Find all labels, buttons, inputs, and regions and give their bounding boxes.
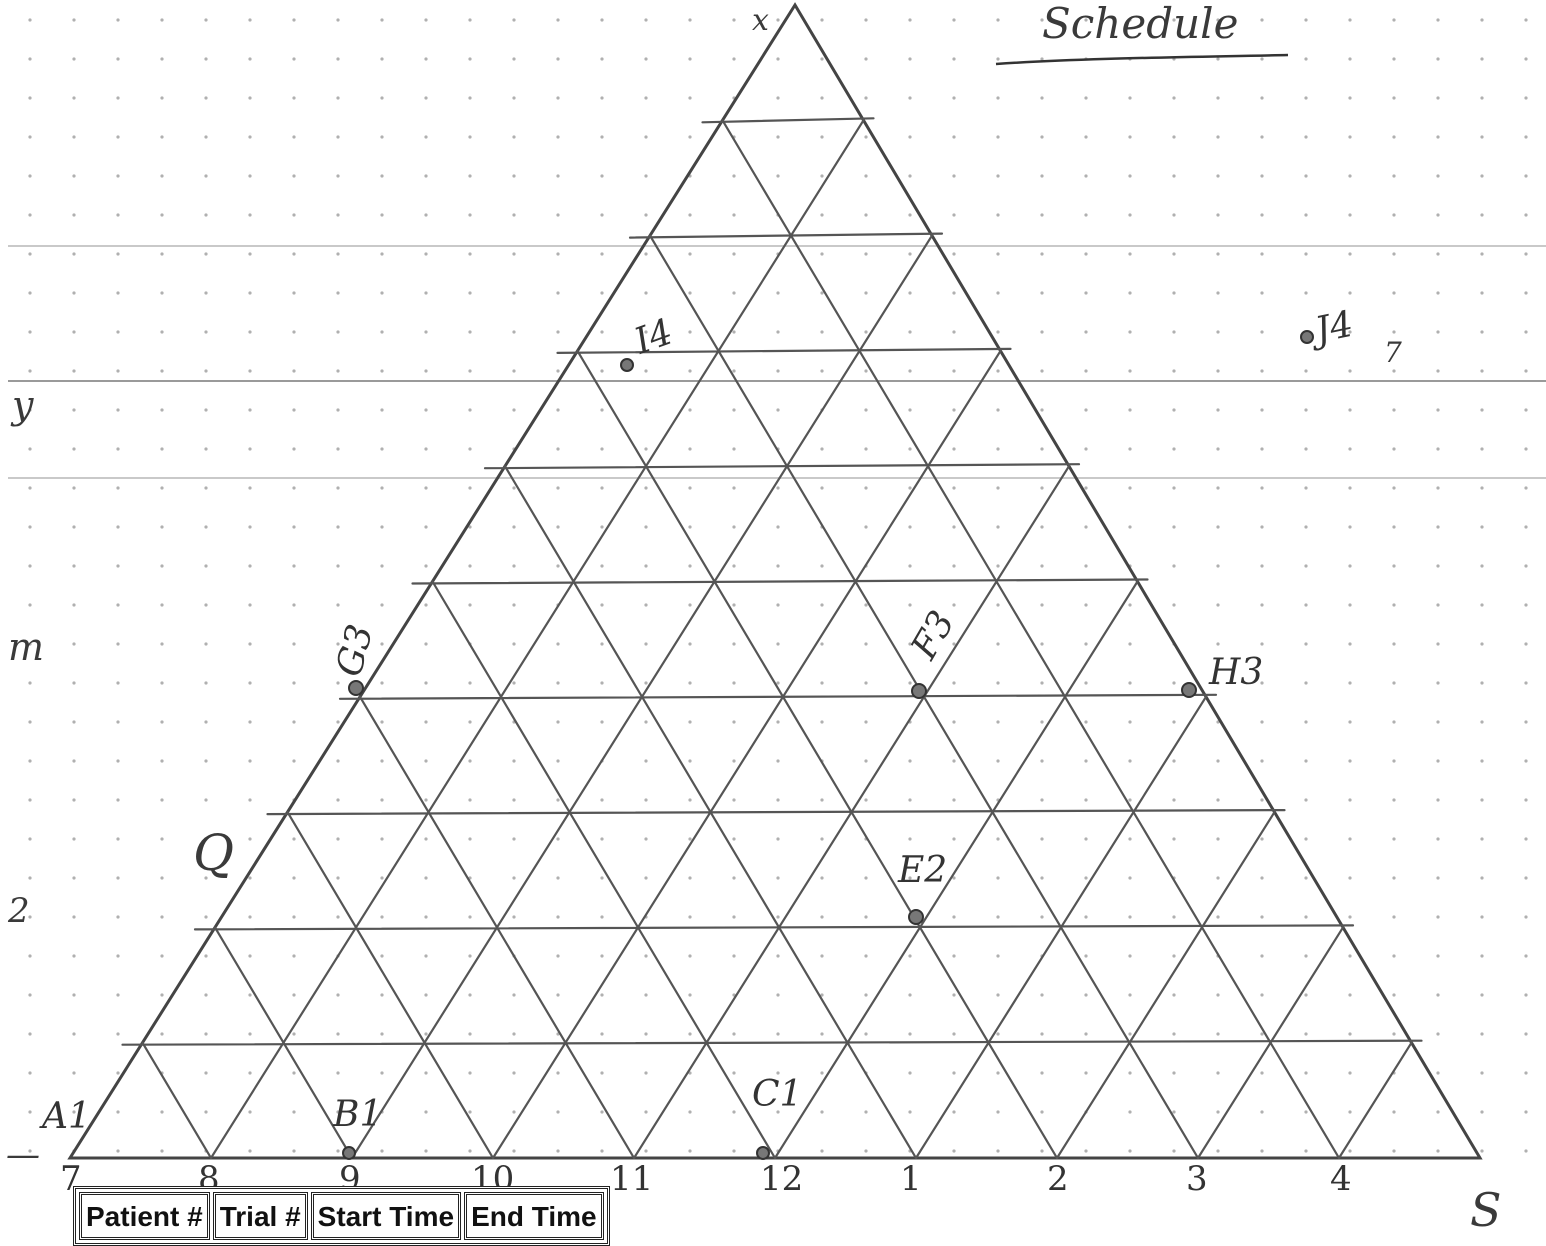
header-patient: Patient # (79, 1192, 210, 1240)
point-f3-dot (911, 683, 927, 699)
margin-mark-y: y (10, 383, 34, 427)
point-label-h3: H3 (1208, 652, 1263, 693)
point-label-i4: I4 (628, 311, 678, 363)
point-label-e2: E2 (897, 850, 947, 891)
point-label-b1: B1 (332, 1094, 382, 1135)
margin-mark-dash: — (6, 1135, 40, 1175)
margin-mark-2: 2 (7, 891, 30, 931)
table-header-row: Patient # Trial # Start Time End Time (79, 1192, 604, 1240)
axis-label: 4 (1330, 1159, 1352, 1199)
point-j4-dot (1300, 330, 1314, 344)
trial-info-table: Patient # Trial # Start Time End Time (73, 1186, 610, 1246)
page-title: Schedule (1042, 0, 1238, 48)
point-label-c1: C1 (752, 1074, 802, 1115)
side-mark-q: Q (193, 824, 234, 882)
header-trial: Trial # (212, 1192, 308, 1240)
corner-label-s: S (1470, 1183, 1502, 1237)
point-g3-dot (348, 680, 364, 696)
point-label-f3: F3 (903, 604, 963, 667)
point-b1-dot (342, 1146, 356, 1160)
bottom-axis-labels: 7 8 9 10 11 12 1 2 3 4 (60, 1159, 1352, 1199)
point-h3-dot (1181, 682, 1197, 698)
title-underline (995, 53, 1289, 66)
point-markers (342, 330, 1314, 1160)
point-label-j4: J4 (1305, 304, 1357, 353)
stray-mark: 7 (1384, 336, 1402, 369)
axis-label: 12 (760, 1159, 803, 1199)
header-start-time: Start Time (310, 1192, 462, 1240)
axis-label: 1 (900, 1159, 922, 1199)
triangle-lattice (67, 2, 1483, 1160)
point-c1-dot (756, 1146, 770, 1160)
axis-label: 11 (610, 1159, 653, 1199)
header-end-time: End Time (464, 1192, 604, 1240)
dot-grid (28, 18, 1528, 1153)
page-rules (8, 245, 1546, 479)
point-i4-dot (620, 358, 634, 372)
point-label-a1: A1 (39, 1096, 91, 1137)
apex-mark: x (752, 3, 769, 38)
point-e2-dot (908, 909, 924, 925)
point-label-g3: G3 (329, 620, 382, 681)
axis-label: 3 (1186, 1159, 1208, 1199)
axis-label: 2 (1047, 1159, 1069, 1199)
margin-mark-m: m (8, 625, 44, 669)
